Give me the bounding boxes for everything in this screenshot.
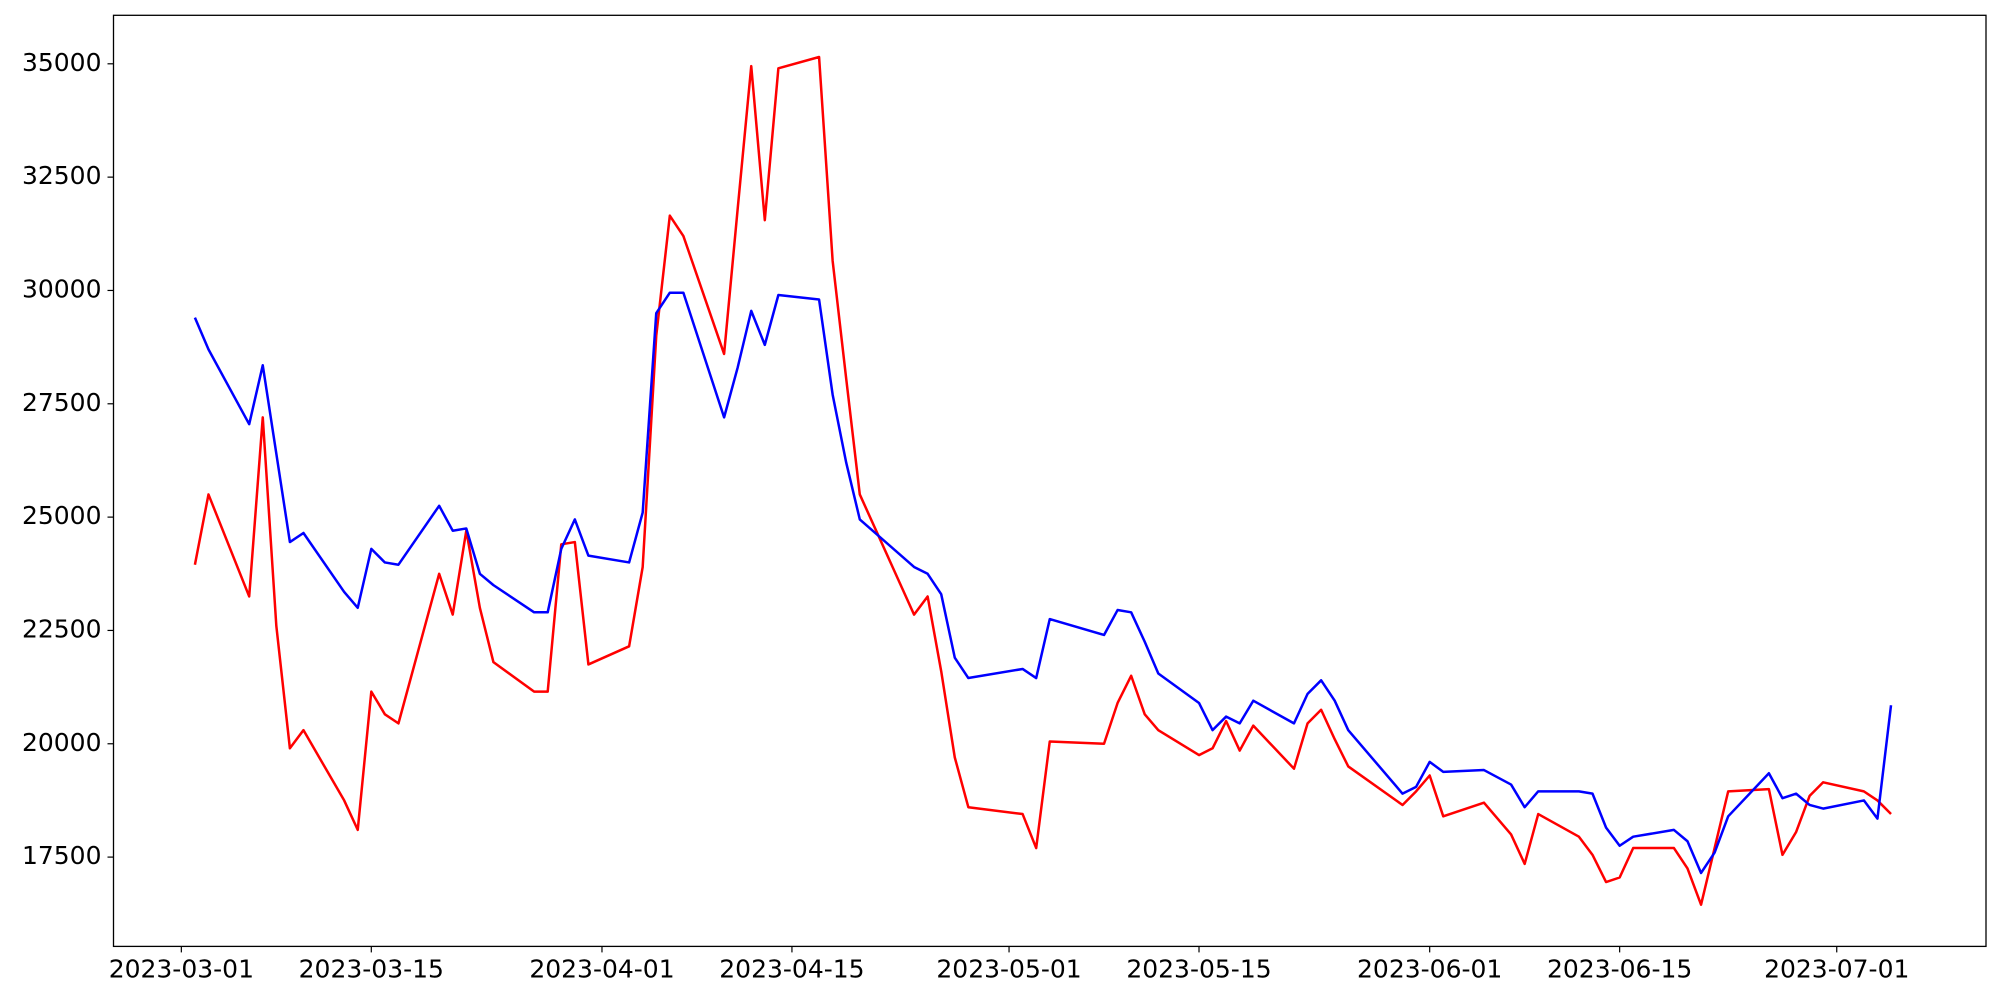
y-tick-label: 27500 bbox=[22, 388, 102, 417]
y-tick-label: 25000 bbox=[22, 501, 102, 530]
y-tick-label: 35000 bbox=[22, 48, 102, 77]
x-tick-label: 2023-05-01 bbox=[936, 954, 1081, 983]
x-tick-label: 2023-04-01 bbox=[529, 954, 674, 983]
x-tick-label: 2023-03-15 bbox=[299, 954, 444, 983]
x-tick-label: 2023-06-15 bbox=[1547, 954, 1692, 983]
x-tick-label: 2023-03-01 bbox=[109, 954, 254, 983]
x-tick-label: 2023-04-15 bbox=[719, 954, 864, 983]
data-line bbox=[193, 291, 1893, 875]
y-tick-label: 20000 bbox=[22, 728, 102, 757]
x-tick-label: 2023-05-15 bbox=[1126, 954, 1271, 983]
data-line bbox=[193, 55, 1892, 906]
y-tick-label: 22500 bbox=[22, 614, 102, 643]
plot-frame bbox=[112, 14, 1987, 948]
y-tick-label: 30000 bbox=[22, 274, 102, 303]
y-tick-label: 17500 bbox=[22, 841, 102, 870]
y-tick-label: 32500 bbox=[22, 161, 102, 190]
x-tick-label: 2023-07-01 bbox=[1764, 954, 1909, 983]
x-tick-label: 2023-06-01 bbox=[1357, 954, 1502, 983]
